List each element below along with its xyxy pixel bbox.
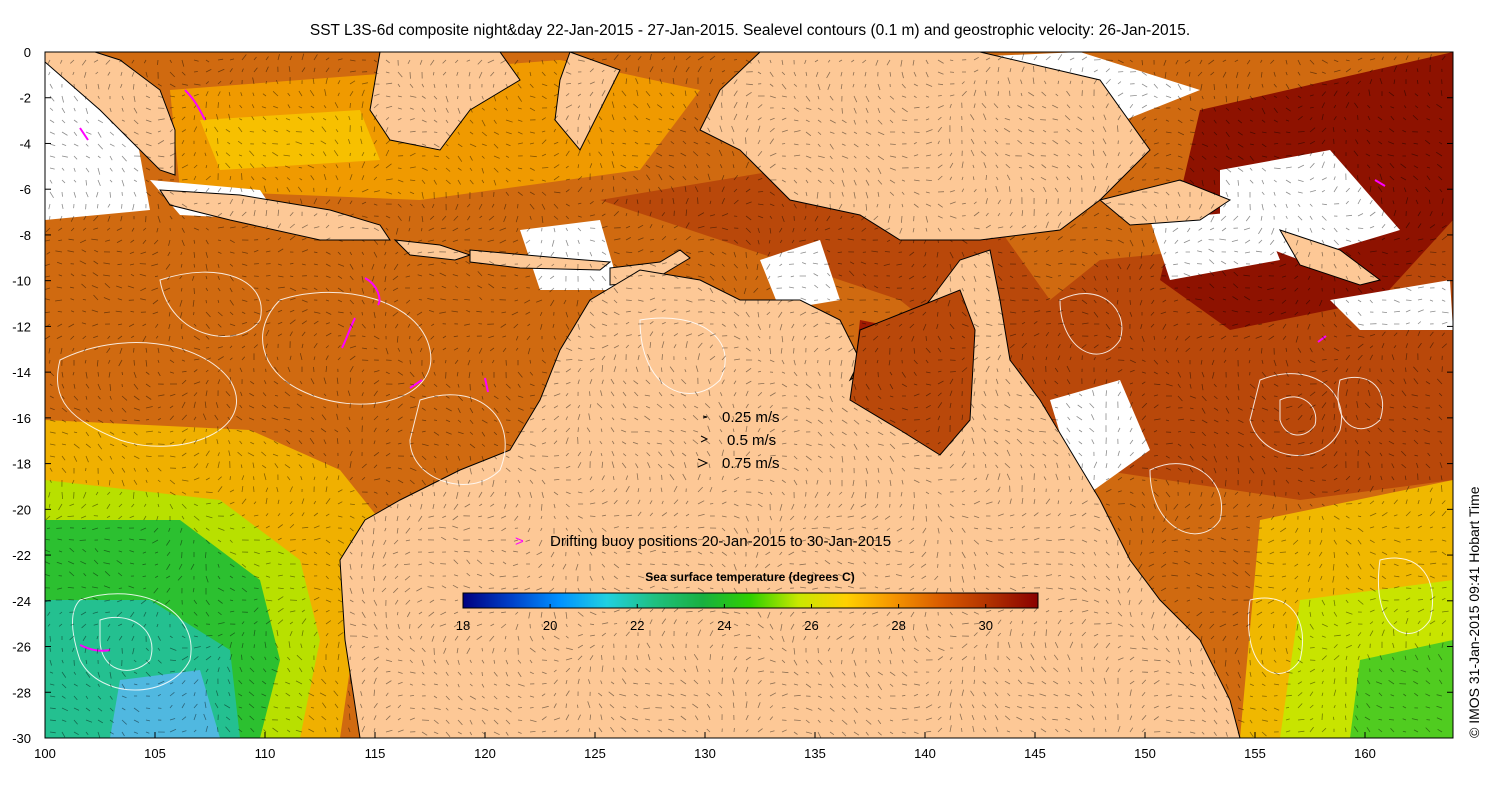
colorbar-tick-label: 20 — [543, 618, 557, 633]
gulf-of-carpentaria — [849, 289, 976, 456]
x-tick-label: 135 — [804, 746, 826, 761]
y-tick-label: -16 — [12, 411, 31, 426]
colorbar-tick-label: 30 — [978, 618, 992, 633]
x-tick-label: 145 — [1024, 746, 1046, 761]
y-tick-label: -12 — [12, 319, 31, 334]
x-tick-label: 120 — [474, 746, 496, 761]
land-bali-lombok — [393, 239, 472, 261]
sst-se-green — [1350, 640, 1453, 738]
velocity-label-075: 0.75 m/s — [722, 455, 780, 472]
y-tick-label: -4 — [19, 136, 31, 151]
colorbar-tick-label: 28 — [891, 618, 905, 633]
y-tick-label: -14 — [12, 365, 31, 380]
map-plot-area — [45, 52, 1453, 738]
buoy-legend-symbol: > — [515, 533, 524, 550]
x-tick-label: 140 — [914, 746, 936, 761]
geostrophic-velocity-field — [45, 53, 1449, 738]
land-java — [159, 189, 391, 241]
velocity-arrow-025 — [702, 415, 708, 419]
land-sulawesi — [554, 52, 621, 151]
plot-frame — [44, 51, 1454, 739]
x-tick-label: 105 — [144, 746, 166, 761]
colorbar-tick-label: 26 — [804, 618, 818, 633]
y-tick-label: -24 — [12, 594, 31, 609]
colorbar-ticks: 18 20 22 24 26 28 30 — [456, 604, 993, 633]
sst-cool-cyan — [110, 670, 220, 738]
x-axis: 100 105 110 115 120 125 130 135 140 145 150 155 160 — [34, 732, 1376, 761]
land-new-guinea — [699, 52, 1151, 241]
sst-north-yellow — [200, 110, 380, 170]
y-tick-label: -8 — [19, 228, 31, 243]
land-borneo — [369, 52, 521, 151]
velocity-label-025: 0.25 m/s — [722, 409, 780, 426]
y-axis: 0 -2 -4 -6 -8 -10 -12 -14 -16 -18 -20 -22 -24 -26 -28 -… — [12, 45, 1453, 746]
x-tick-label: 115 — [365, 746, 386, 761]
x-tick-label: 155 — [1244, 746, 1266, 761]
y-tick-label: -2 — [19, 91, 31, 106]
velocity-label-05: 0.5 m/s — [727, 432, 776, 449]
buoy-tracks — [79, 89, 1386, 652]
land-masses — [45, 52, 1382, 738]
y-tick-label: -18 — [12, 457, 31, 472]
credit-text: © IMOS 31-Jan-2015 09:41 Hobart Time — [1466, 486, 1482, 738]
colorbar-title: Sea surface temperature (degrees C) — [645, 570, 854, 584]
y-tick-label: -22 — [12, 548, 31, 563]
buoy-legend: > Drifting buoy positions 20-Jan-2015 to… — [515, 533, 891, 550]
y-tick-label: 0 — [24, 45, 31, 60]
colorbar: Sea surface temperature (degrees C) 18 20… — [456, 570, 1039, 633]
colorbar-gradient — [462, 592, 1039, 609]
buoy-legend-label: Drifting buoy positions 20-Jan-2015 to 3… — [550, 533, 891, 550]
x-tick-label: 130 — [694, 746, 716, 761]
colorbar-tick-label: 22 — [630, 618, 644, 633]
page-title: SST L3S-6d composite night&day 22-Jan-20… — [309, 22, 1191, 39]
velocity-arrow-05 — [700, 435, 709, 443]
y-tick-label: -28 — [12, 685, 31, 700]
velocity-legend: 0.25 m/s 0.5 m/s 0.75 m/s — [697, 409, 780, 472]
land-sumbawa-flores — [469, 249, 612, 271]
velocity-vectors — [45, 53, 1449, 738]
x-tick-label: 110 — [255, 746, 276, 761]
x-tick-label: 150 — [1134, 746, 1156, 761]
x-tick-label: 125 — [584, 746, 606, 761]
land-new-britain — [1098, 179, 1232, 226]
y-tick-label: -26 — [12, 640, 31, 655]
y-tick-label: -10 — [12, 274, 31, 289]
sst-warm-region — [600, 150, 1453, 500]
y-tick-label: -6 — [19, 182, 31, 197]
y-tick-label: -30 — [12, 731, 31, 746]
y-tick-label: -20 — [12, 502, 31, 517]
colorbar-tick-label: 24 — [717, 618, 731, 633]
x-tick-label: 160 — [1354, 746, 1376, 761]
land-solomons — [1278, 229, 1382, 286]
sealevel-contours — [57, 271, 1434, 691]
colorbar-tick-label: 18 — [456, 618, 470, 633]
velocity-arrow-075 — [697, 458, 709, 468]
x-tick-label: 100 — [34, 746, 56, 761]
land-sumatra — [45, 52, 176, 176]
